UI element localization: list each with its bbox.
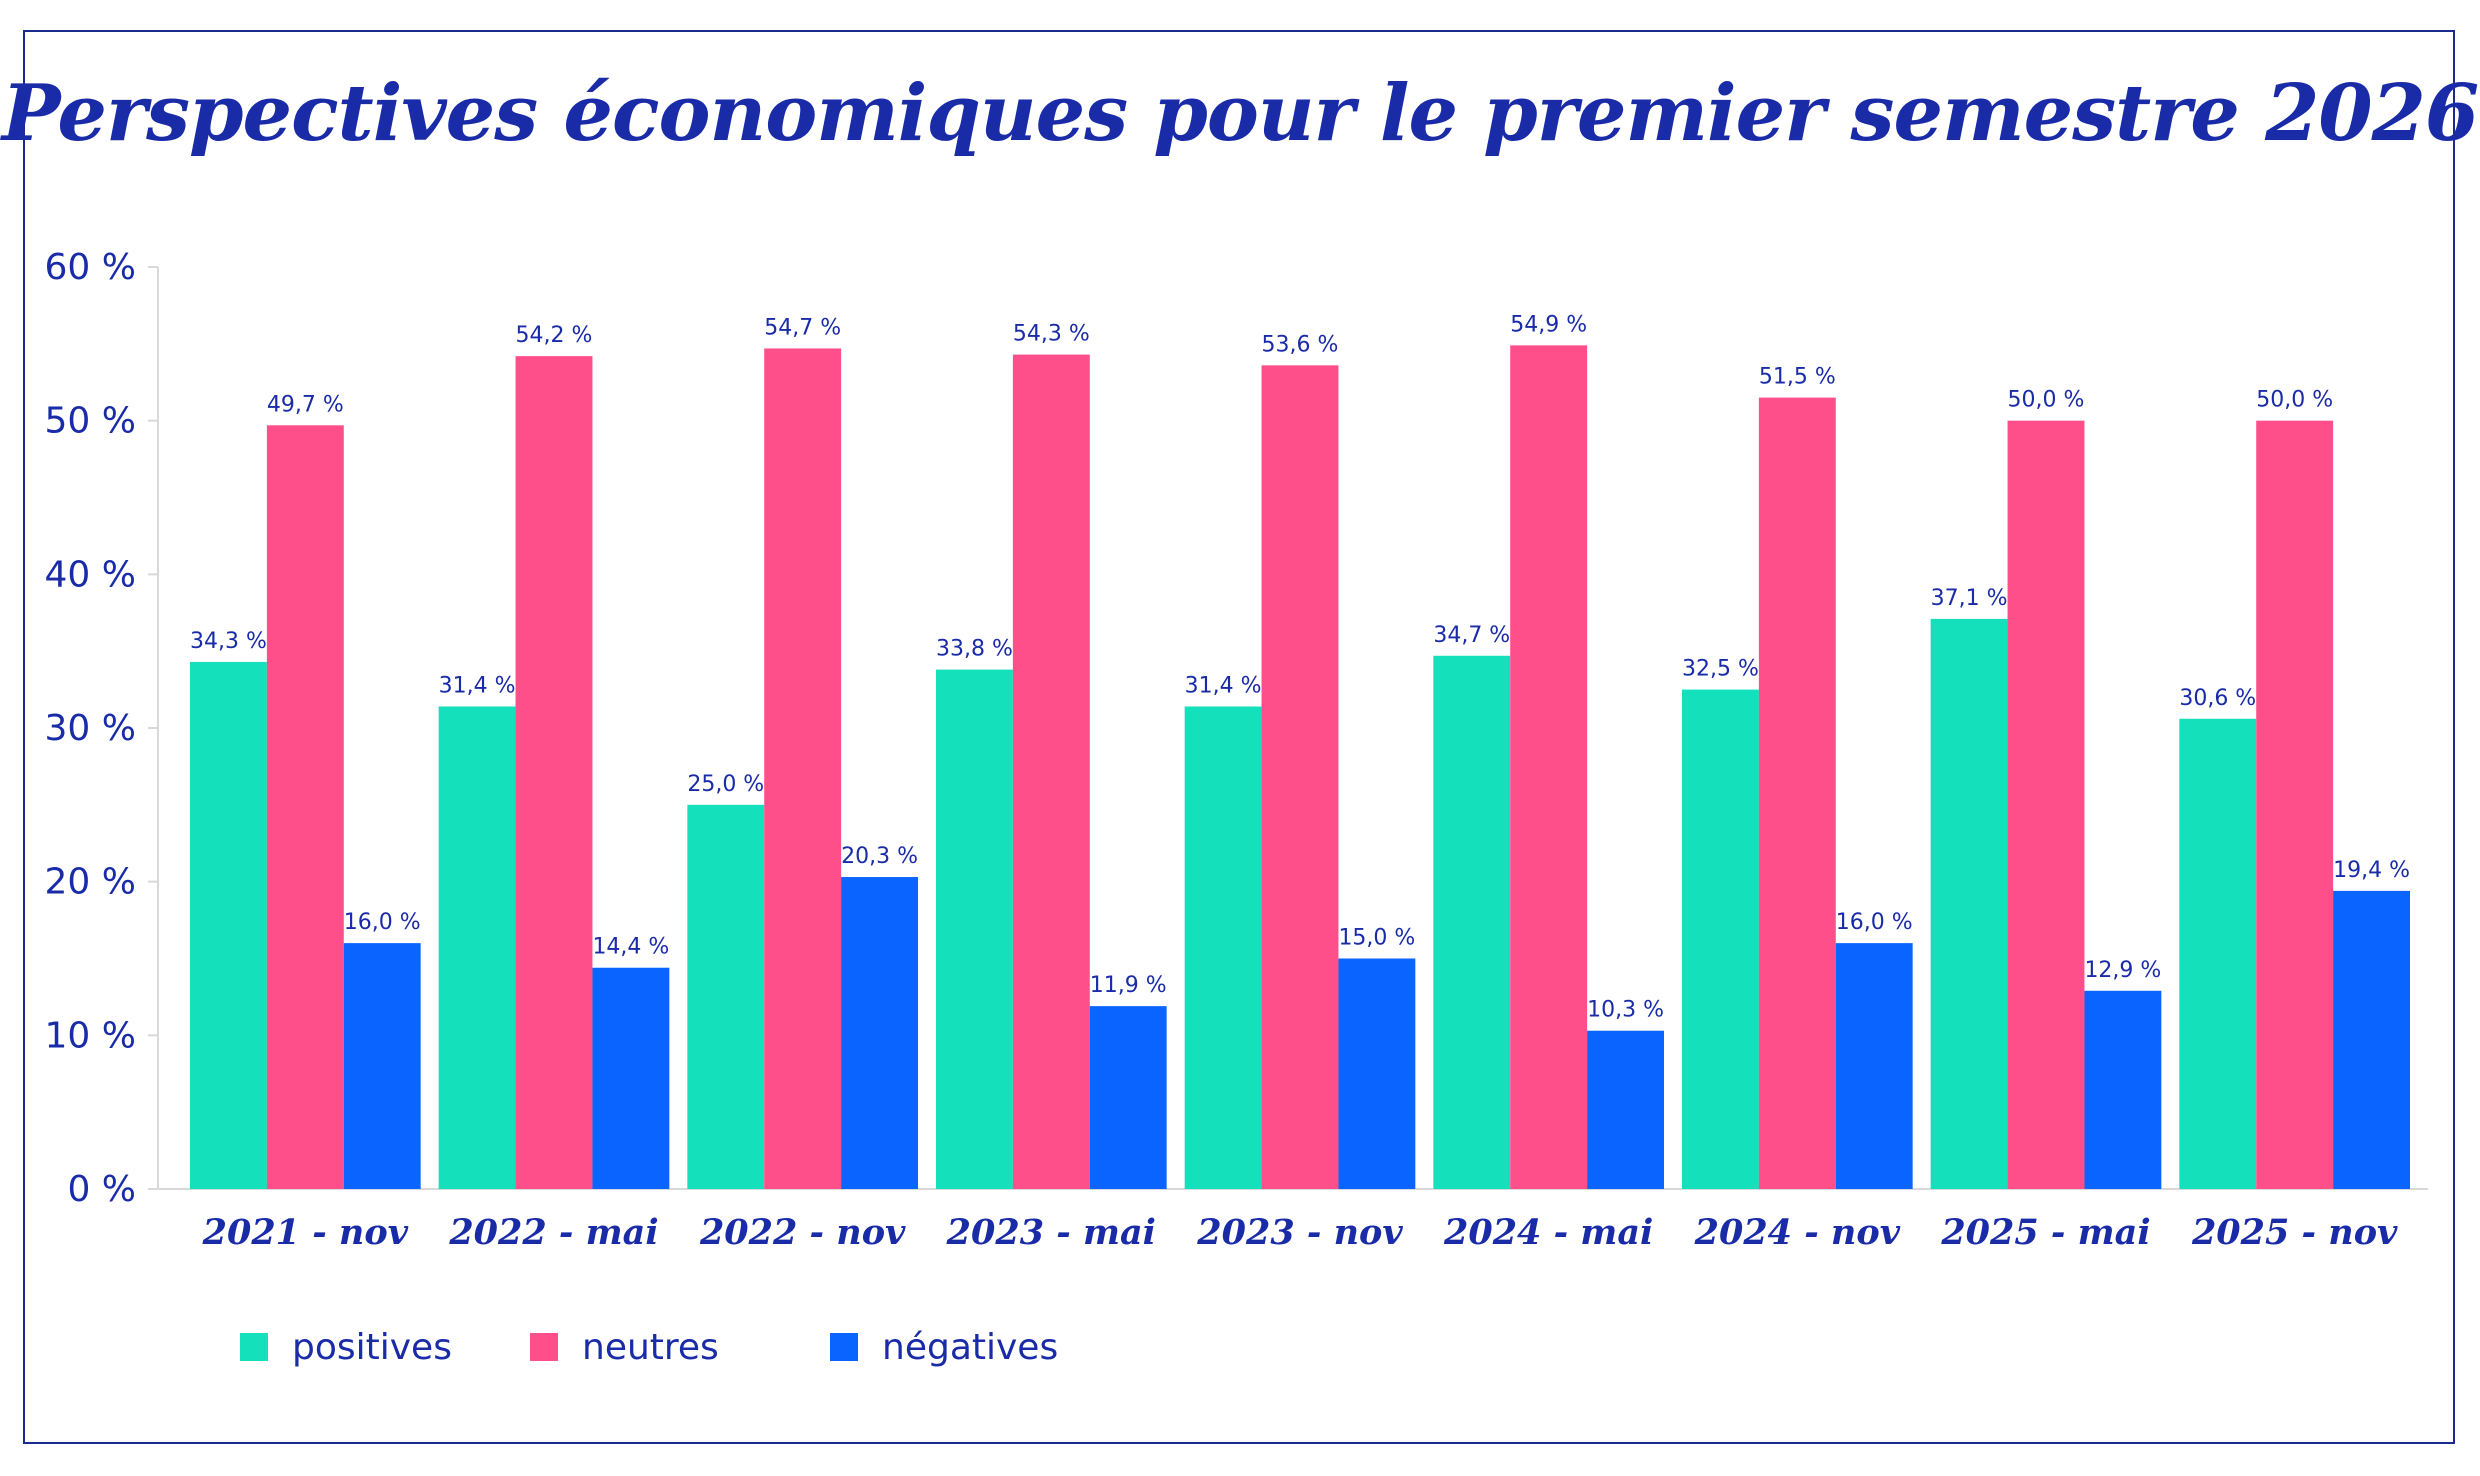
- bar: [190, 661, 267, 1189]
- bar: [2007, 420, 2085, 1190]
- y-tick-label: 40 %: [45, 554, 136, 595]
- legend-label-neutres: neutres: [582, 1326, 719, 1368]
- bar: [2084, 990, 2162, 1189]
- data-label: 14,4 %: [592, 935, 669, 960]
- data-label: 34,3 %: [190, 629, 267, 654]
- bar: [1510, 345, 1588, 1189]
- data-label: 54,9 %: [1510, 312, 1587, 337]
- data-label: 16,0 %: [1836, 910, 1913, 935]
- legend-item-positives: positives: [240, 1327, 530, 1368]
- data-label: 50,0 %: [2256, 388, 2333, 413]
- bar: [1682, 689, 1759, 1189]
- bar: [1587, 1030, 1664, 1189]
- data-label: 30,6 %: [2179, 686, 2256, 711]
- y-tick-label: 30 %: [45, 708, 136, 749]
- y-tick-label: 50 %: [45, 401, 136, 442]
- bar: [2256, 420, 2334, 1190]
- data-label: 34,7 %: [1433, 623, 1510, 648]
- data-label: 11,9 %: [1090, 973, 1167, 998]
- y-tick-label: 20 %: [45, 862, 136, 903]
- legend-label-positives: positives: [292, 1326, 452, 1368]
- data-label: 49,7 %: [267, 392, 344, 417]
- chart-legend: positives neutres négatives: [240, 1322, 1130, 1372]
- legend-swatch-positives: [240, 1333, 268, 1361]
- x-tick-label: 2023 - mai: [946, 1212, 1156, 1253]
- x-tick-label: 2024 - mai: [1443, 1212, 1653, 1253]
- data-label: 37,1 %: [1931, 586, 2008, 611]
- data-label: 15,0 %: [1338, 926, 1415, 951]
- data-label: 31,4 %: [1185, 673, 1262, 698]
- bar: [936, 669, 1013, 1189]
- bar: [343, 943, 421, 1189]
- bar: [1758, 397, 1836, 1189]
- legend-swatch-neutres: [530, 1333, 558, 1361]
- bar: [2179, 718, 2257, 1189]
- data-label: 12,9 %: [2084, 958, 2161, 983]
- y-tick-label: 60 %: [45, 247, 136, 288]
- data-label: 33,8 %: [936, 637, 1013, 662]
- bar: [592, 967, 670, 1189]
- legend-item-negatives: négatives: [830, 1327, 1130, 1368]
- legend-swatch-negatives: [830, 1333, 858, 1361]
- legend-label-negatives: négatives: [882, 1326, 1059, 1368]
- bar: [1261, 365, 1339, 1189]
- data-label: 54,2 %: [516, 323, 593, 348]
- data-label: 54,7 %: [764, 315, 841, 340]
- bar: [438, 706, 516, 1189]
- x-tick-label: 2025 - mai: [1940, 1212, 2150, 1253]
- data-label: 50,0 %: [2008, 388, 2085, 413]
- data-label: 19,4 %: [2333, 858, 2410, 883]
- x-tick-label: 2022 - nov: [699, 1212, 906, 1253]
- bar: [1184, 706, 1262, 1189]
- bar: [515, 356, 593, 1189]
- bar: [841, 877, 918, 1189]
- data-label: 54,3 %: [1013, 322, 1090, 347]
- data-label: 10,3 %: [1587, 998, 1664, 1023]
- data-label: 20,3 %: [841, 844, 918, 869]
- bar: [1835, 943, 1913, 1189]
- data-label: 31,4 %: [439, 673, 516, 698]
- x-tick-label: 2025 - nov: [2191, 1212, 2398, 1253]
- data-label: 25,0 %: [687, 772, 764, 797]
- data-label: 51,5 %: [1759, 365, 1836, 390]
- x-tick-label: 2021 - nov: [202, 1212, 409, 1253]
- x-tick-label: 2024 - nov: [1694, 1212, 1901, 1253]
- bar: [687, 804, 765, 1189]
- bar: [1089, 1006, 1167, 1189]
- x-tick-label: 2023 - nov: [1196, 1212, 1403, 1253]
- data-label: 16,0 %: [344, 910, 421, 935]
- bar: [1433, 655, 1511, 1189]
- data-label: 32,5 %: [1682, 657, 1759, 682]
- bar: [1338, 958, 1416, 1189]
- legend-item-neutres: neutres: [530, 1327, 830, 1368]
- bar: [2333, 890, 2410, 1189]
- chart-frame: [23, 30, 2455, 1444]
- bar: [1930, 618, 2008, 1189]
- bar: [266, 425, 344, 1189]
- bar: [764, 348, 842, 1189]
- bar: [1012, 354, 1090, 1190]
- x-tick-label: 2022 - mai: [448, 1212, 658, 1253]
- y-tick-label: 0 %: [67, 1169, 136, 1210]
- data-label: 53,6 %: [1262, 332, 1339, 357]
- chart-title: Perspectives économiques pour le premier…: [1, 68, 2479, 159]
- y-tick-label: 10 %: [45, 1015, 136, 1056]
